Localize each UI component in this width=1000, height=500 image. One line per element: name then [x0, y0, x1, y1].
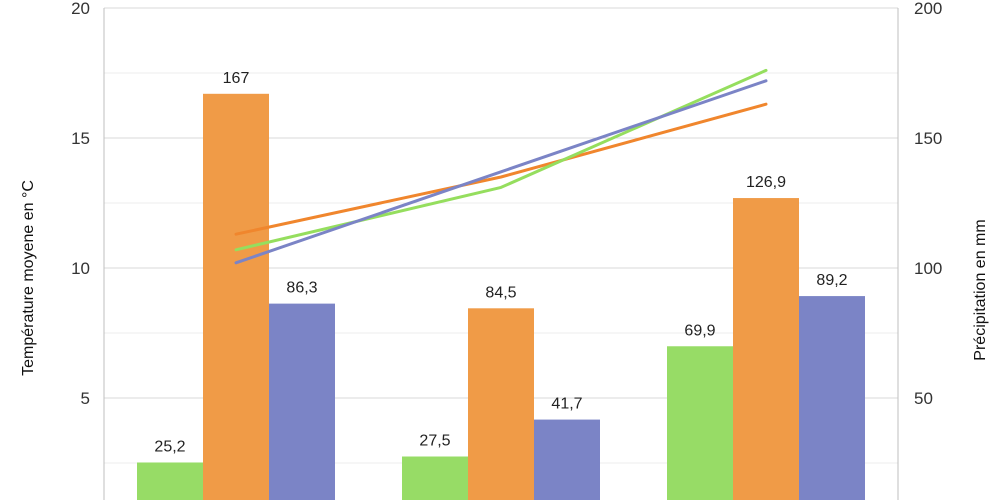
bar [468, 308, 534, 500]
y2-tick-label: 50 [914, 389, 933, 408]
bar-value-label: 41,7 [551, 396, 582, 413]
trend-line [234, 79, 768, 265]
bar-value-label: 89,2 [816, 272, 847, 289]
bar-value-label: 84,5 [485, 284, 516, 301]
trend-lines [234, 68, 768, 265]
data-labels: 25,2 27,5 69,9 167 84,5 126,9 86,3 41,7 89,2 [154, 70, 847, 456]
bar-value-label: 27,5 [419, 433, 450, 450]
bar [733, 198, 799, 500]
y-axis-title: Température moyene en °C [20, 180, 37, 376]
bar-value-label: 69,9 [684, 322, 715, 339]
bar [137, 462, 203, 500]
y2-tick-label: 150 [914, 129, 942, 148]
bar-value-label: 167 [223, 70, 250, 87]
y-tick-label: 5 [81, 389, 90, 408]
trend-line [234, 68, 768, 252]
y-tick-label: 10 [71, 259, 90, 278]
y2-tick-label: 200 [914, 0, 942, 18]
y2-tick-label: 100 [914, 259, 942, 278]
bar [667, 346, 733, 500]
bar [799, 296, 865, 500]
bar-value-label: 86,3 [286, 280, 317, 297]
y-tick-label: 15 [71, 129, 90, 148]
trend-line [234, 102, 768, 236]
axes: 5 10 15 20 50 100 150 200 [71, 0, 942, 500]
bar [402, 456, 468, 500]
y-tick-label: 20 [71, 0, 90, 18]
y2-axis-title: Précipitation en mm [972, 219, 989, 360]
bar [534, 419, 600, 500]
bar-series [137, 93, 865, 500]
bar-value-label: 25,2 [154, 438, 185, 455]
bar [269, 303, 335, 500]
bar-value-label: 126,9 [746, 174, 786, 191]
bar [203, 93, 269, 500]
